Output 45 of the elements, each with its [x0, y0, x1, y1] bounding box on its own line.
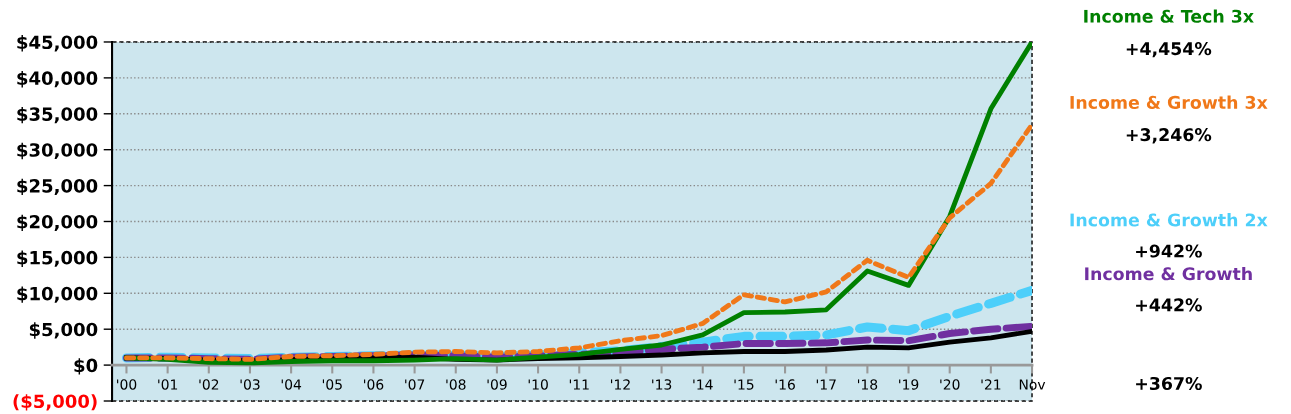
x-tick-label: '17 — [816, 379, 836, 390]
x-tick-label: '13 — [652, 379, 672, 390]
x-tick-label: '07 — [405, 379, 425, 390]
y-tick-label: $45,000 — [17, 35, 98, 52]
line-series — [124, 122, 1033, 362]
x-tick-label: Nov — [1019, 379, 1046, 390]
y-tick-label: $0 — [74, 358, 98, 375]
y-tick-label: $35,000 — [17, 106, 98, 124]
x-tick-label: '09 — [487, 379, 507, 390]
text: +442% — [1136, 298, 1202, 312]
y-tick-label: $5,000 — [29, 322, 98, 339]
text: Income & Growth 3x — [1070, 95, 1268, 109]
x-tick-label: '15 — [734, 379, 754, 390]
text: +367% — [1136, 376, 1202, 391]
y-tick-label: $20,000 — [17, 214, 98, 231]
x-tick-label: '10 — [528, 379, 548, 390]
text: +3,246% — [1126, 128, 1212, 144]
x-tick-label: '02 — [199, 379, 219, 390]
x-tick-label: '04 — [281, 379, 302, 390]
x-tick-label: '00 — [117, 379, 137, 390]
line-series — [124, 41, 1033, 366]
y-tick-label: ($5,000) — [13, 394, 97, 411]
text: Income & Growth 2x — [1070, 213, 1268, 227]
x-tick-label: '03 — [240, 379, 260, 390]
x-tick-label: '19 — [899, 379, 919, 390]
x-tick-label: '16 — [775, 379, 795, 390]
x-tick-label: '05 — [322, 379, 342, 390]
y-tick-label: $25,000 — [17, 178, 98, 196]
x-tick-label: '08 — [446, 379, 466, 390]
y-tick-label: $10,000 — [17, 286, 98, 303]
x-tick-label: '21 — [981, 379, 1001, 390]
y-tick-label: $15,000 — [17, 250, 98, 267]
x-tick-label: '01 — [158, 379, 178, 390]
text: +4,454% — [1126, 42, 1212, 58]
text: Income & Tech 3x — [1084, 9, 1254, 23]
x-tick-label: '12 — [611, 379, 630, 390]
x-tick-label: '06 — [364, 379, 384, 390]
x-tick-label: '18 — [857, 379, 878, 390]
x-tick-label: '20 — [940, 379, 960, 390]
x-tick-label: '14 — [693, 379, 713, 390]
y-tick-label: $40,000 — [17, 71, 98, 88]
y-tick-label: $30,000 — [17, 142, 98, 160]
text: Income & Growth — [1085, 266, 1252, 281]
x-tick-label: '11 — [569, 379, 589, 390]
text: +942% — [1136, 244, 1202, 258]
